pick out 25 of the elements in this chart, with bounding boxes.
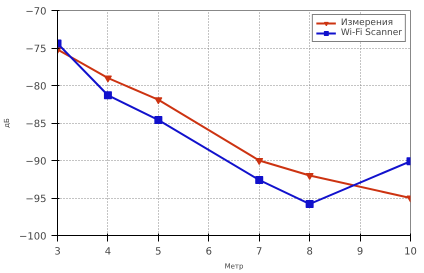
x-tick-label: 4 <box>104 246 112 258</box>
x-tick-label: 7 <box>256 246 262 258</box>
point <box>306 172 314 180</box>
y-tick-label: −70 <box>25 6 47 18</box>
point <box>104 75 112 83</box>
x-tick-label: 5 <box>155 246 162 258</box>
x-tick-label: 3 <box>54 246 61 258</box>
x-tick-label: 8 <box>306 246 313 258</box>
point <box>154 116 162 124</box>
y-tick-label: −100 <box>19 232 47 242</box>
x-tick-label: 6 <box>206 246 212 258</box>
x-tick-label: 9 <box>356 246 364 258</box>
y-tick-label: −75 <box>25 44 47 55</box>
point <box>306 200 314 208</box>
x-tick-label: 10 <box>404 246 417 258</box>
y-tick-label: −90 <box>25 156 47 168</box>
legend-label: Wi-Fi Scanner <box>340 28 402 38</box>
y-tick-label: −80 <box>25 82 47 92</box>
point <box>255 176 264 184</box>
point <box>154 97 162 104</box>
y-tick-label: −85 <box>25 119 47 130</box>
legend-label: Измерения <box>340 18 394 28</box>
point <box>104 91 112 100</box>
point <box>255 158 264 166</box>
y-tick-label: −95 <box>25 194 47 205</box>
